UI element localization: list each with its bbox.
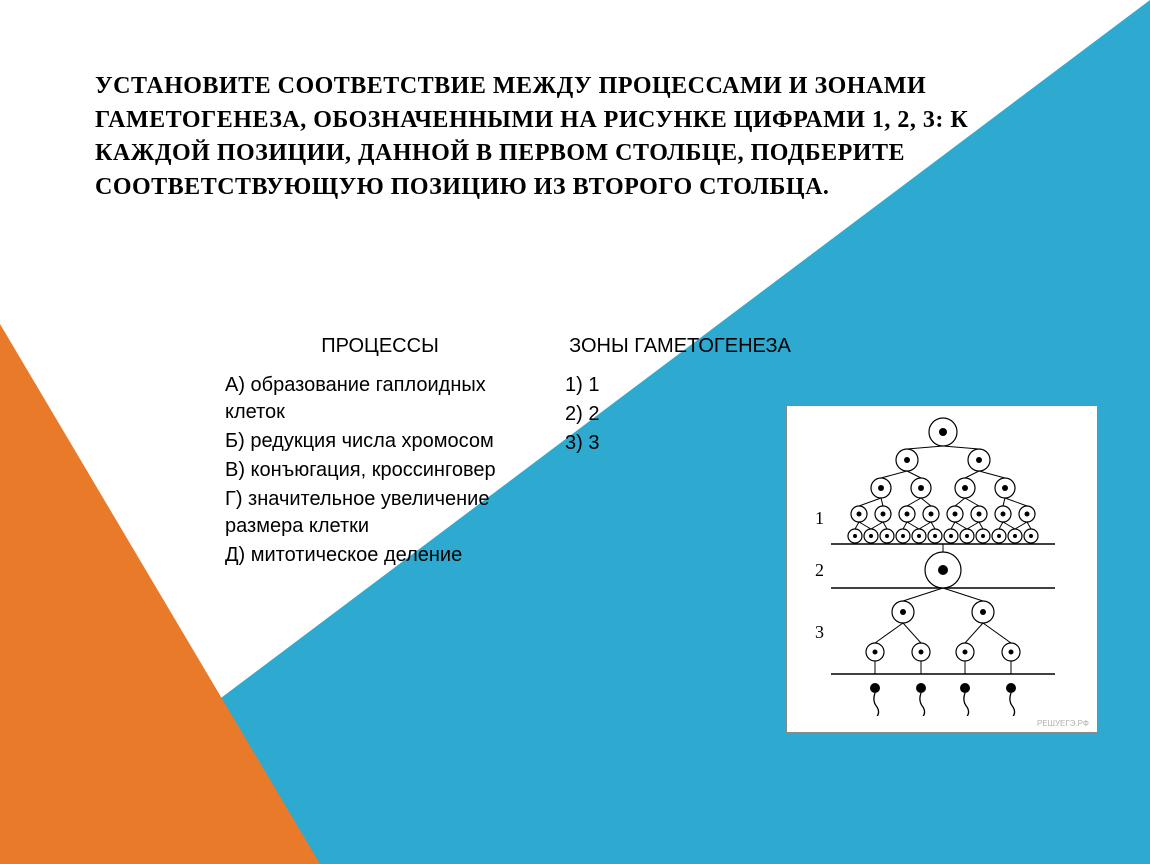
- process-item: Д) митотическое деление: [225, 542, 535, 569]
- zones-header: ЗОНЫ ГАМЕТОГЕНЕЗА: [565, 335, 795, 358]
- gametogenesis-diagram: 1 2 3 РЕШУЕГЭ.РФ: [786, 405, 1098, 733]
- process-item: Б) редукция числа хромосом: [225, 428, 535, 455]
- process-item: А) образование гаплоидных клеток: [225, 372, 535, 426]
- processes-header: ПРОЦЕССЫ: [225, 335, 535, 358]
- slide-title: УСТАНОВИТЕ СООТВЕТСТВИЕ МЕЖДУ ПРОЦЕССАМИ…: [95, 70, 1055, 204]
- process-item: В) конъюгация, кроссинговер: [225, 457, 535, 484]
- processes-column: ПРОЦЕССЫ А) образование гаплоидных клето…: [225, 335, 535, 571]
- zone-item: 2) 2: [565, 401, 795, 428]
- svg-text:3: 3: [815, 622, 824, 642]
- diagram-svg: 1 2 3: [793, 416, 1093, 716]
- svg-text:1: 1: [815, 508, 824, 528]
- zone-item: 1) 1: [565, 372, 795, 399]
- zones-column: ЗОНЫ ГАМЕТОГЕНЕЗА 1) 1 2) 2 3) 3: [565, 335, 795, 571]
- svg-text:2: 2: [815, 560, 824, 580]
- zone-item: 3) 3: [565, 430, 795, 457]
- process-item: Г) значительное увеличение размера клетк…: [225, 486, 535, 540]
- diagram-watermark: РЕШУЕГЭ.РФ: [1037, 719, 1089, 728]
